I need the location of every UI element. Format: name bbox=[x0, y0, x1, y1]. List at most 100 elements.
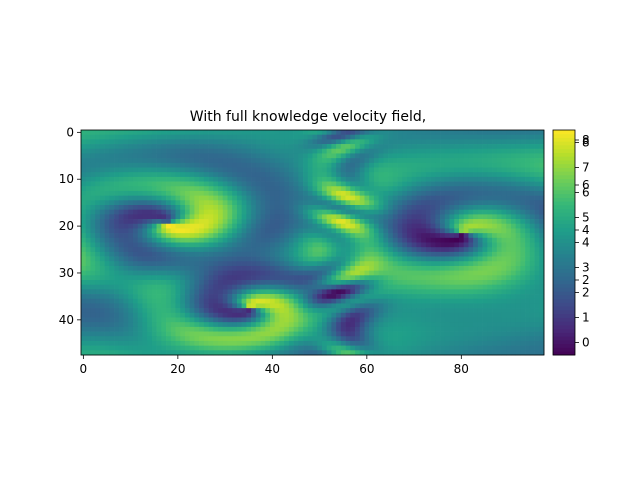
heatmap-cell bbox=[336, 158, 342, 164]
heatmap-cell bbox=[373, 265, 379, 271]
heatmap-cell bbox=[151, 148, 157, 154]
heatmap-cell bbox=[350, 280, 356, 286]
heatmap-cell bbox=[95, 294, 101, 300]
heatmap-cell bbox=[317, 280, 323, 286]
heatmap-cell bbox=[336, 237, 342, 243]
heatmap-cell bbox=[184, 139, 191, 145]
heatmap-cell bbox=[359, 144, 365, 150]
heatmap-cell bbox=[232, 153, 238, 159]
heatmap-cell bbox=[458, 130, 465, 136]
heatmap-cell bbox=[421, 336, 427, 342]
heatmap-cell bbox=[104, 144, 110, 150]
heatmap-cell bbox=[340, 162, 346, 168]
heatmap-cell bbox=[487, 134, 493, 140]
heatmap-cell bbox=[359, 176, 365, 182]
heatmap-cell bbox=[227, 345, 233, 351]
heatmap-cell bbox=[534, 130, 540, 136]
heatmap-cell bbox=[406, 256, 413, 262]
heatmap-cell bbox=[397, 247, 403, 253]
heatmap-cell bbox=[189, 144, 195, 150]
heatmap-cell bbox=[114, 289, 120, 295]
heatmap-cell bbox=[227, 134, 233, 140]
heatmap-cell bbox=[288, 256, 294, 262]
heatmap-cell bbox=[411, 233, 417, 239]
heatmap-cell bbox=[170, 294, 176, 300]
heatmap-cell bbox=[147, 209, 153, 215]
heatmap-cell bbox=[189, 242, 195, 248]
heatmap-cell bbox=[180, 214, 186, 220]
heatmap-cell bbox=[132, 270, 139, 276]
heatmap-cell bbox=[213, 162, 219, 168]
heatmap-cell bbox=[473, 298, 479, 304]
heatmap-cell bbox=[288, 247, 294, 253]
heatmap-cell bbox=[463, 186, 469, 192]
heatmap-cell bbox=[525, 242, 531, 248]
heatmap-cell bbox=[383, 251, 389, 257]
heatmap-cell bbox=[321, 233, 328, 239]
heatmap-cell bbox=[227, 326, 233, 332]
heatmap-cell bbox=[109, 172, 115, 178]
heatmap-cell bbox=[255, 130, 261, 136]
heatmap-cell bbox=[430, 331, 436, 337]
heatmap-cell bbox=[402, 181, 408, 187]
heatmap-cell bbox=[326, 294, 332, 300]
heatmap-cell bbox=[501, 144, 507, 150]
heatmap-cell bbox=[487, 186, 493, 192]
heatmap-cell bbox=[468, 233, 474, 239]
heatmap-cell bbox=[355, 345, 361, 351]
heatmap-cell bbox=[468, 336, 474, 342]
heatmap-cell bbox=[194, 308, 200, 314]
heatmap-cell bbox=[109, 326, 115, 332]
heatmap-cell bbox=[241, 317, 247, 323]
heatmap-cell bbox=[520, 340, 526, 346]
heatmap-cell bbox=[416, 275, 422, 281]
heatmap-cell bbox=[189, 312, 195, 318]
heatmap-cell bbox=[510, 345, 516, 351]
heatmap-cell bbox=[151, 284, 157, 290]
heatmap-cell bbox=[458, 223, 465, 229]
heatmap-cell bbox=[156, 148, 162, 154]
heatmap-cell bbox=[397, 350, 403, 356]
heatmap-cell bbox=[170, 195, 176, 201]
heatmap-cell bbox=[492, 280, 498, 286]
heatmap-cell bbox=[175, 322, 181, 328]
heatmap-cell bbox=[104, 176, 110, 182]
heatmap-cell bbox=[288, 331, 294, 337]
heatmap-cell bbox=[468, 181, 474, 187]
heatmap-cell bbox=[284, 261, 290, 267]
heatmap-cell bbox=[175, 303, 181, 309]
heatmap-cell bbox=[534, 340, 540, 346]
heatmap-cell bbox=[397, 251, 403, 257]
heatmap-cell bbox=[218, 294, 224, 300]
heatmap-cell bbox=[208, 181, 214, 187]
heatmap-cell bbox=[90, 308, 96, 314]
heatmap-cell bbox=[373, 233, 379, 239]
heatmap-cell bbox=[458, 312, 465, 318]
heatmap-cell bbox=[321, 289, 328, 295]
heatmap-cell bbox=[492, 256, 498, 262]
colorbar-tick-label: 0 bbox=[582, 336, 590, 350]
colorbar-tick-label: 2 bbox=[582, 273, 590, 287]
heatmap-cell bbox=[425, 209, 431, 215]
heatmap-cell bbox=[388, 345, 394, 351]
heatmap-cell bbox=[421, 280, 427, 286]
heatmap-cell bbox=[454, 303, 460, 309]
heatmap-cell bbox=[90, 144, 96, 150]
heatmap-cell bbox=[468, 284, 474, 290]
heatmap-cell bbox=[222, 256, 228, 262]
heatmap-cell bbox=[336, 247, 342, 253]
heatmap-cell bbox=[525, 270, 531, 276]
heatmap-cell bbox=[539, 167, 545, 173]
heatmap-cell bbox=[166, 139, 172, 145]
heatmap-cell bbox=[137, 186, 143, 192]
heatmap-cell bbox=[539, 284, 545, 290]
heatmap-cell bbox=[232, 186, 238, 192]
heatmap-cell bbox=[161, 336, 167, 342]
heatmap-cell bbox=[241, 195, 247, 201]
heatmap-cell bbox=[444, 350, 450, 356]
heatmap-cell bbox=[241, 158, 247, 164]
heatmap-cell bbox=[383, 233, 389, 239]
heatmap-cell bbox=[477, 167, 483, 173]
colorbar-tick-label: 4 bbox=[582, 236, 590, 250]
heatmap-cell bbox=[251, 158, 257, 164]
